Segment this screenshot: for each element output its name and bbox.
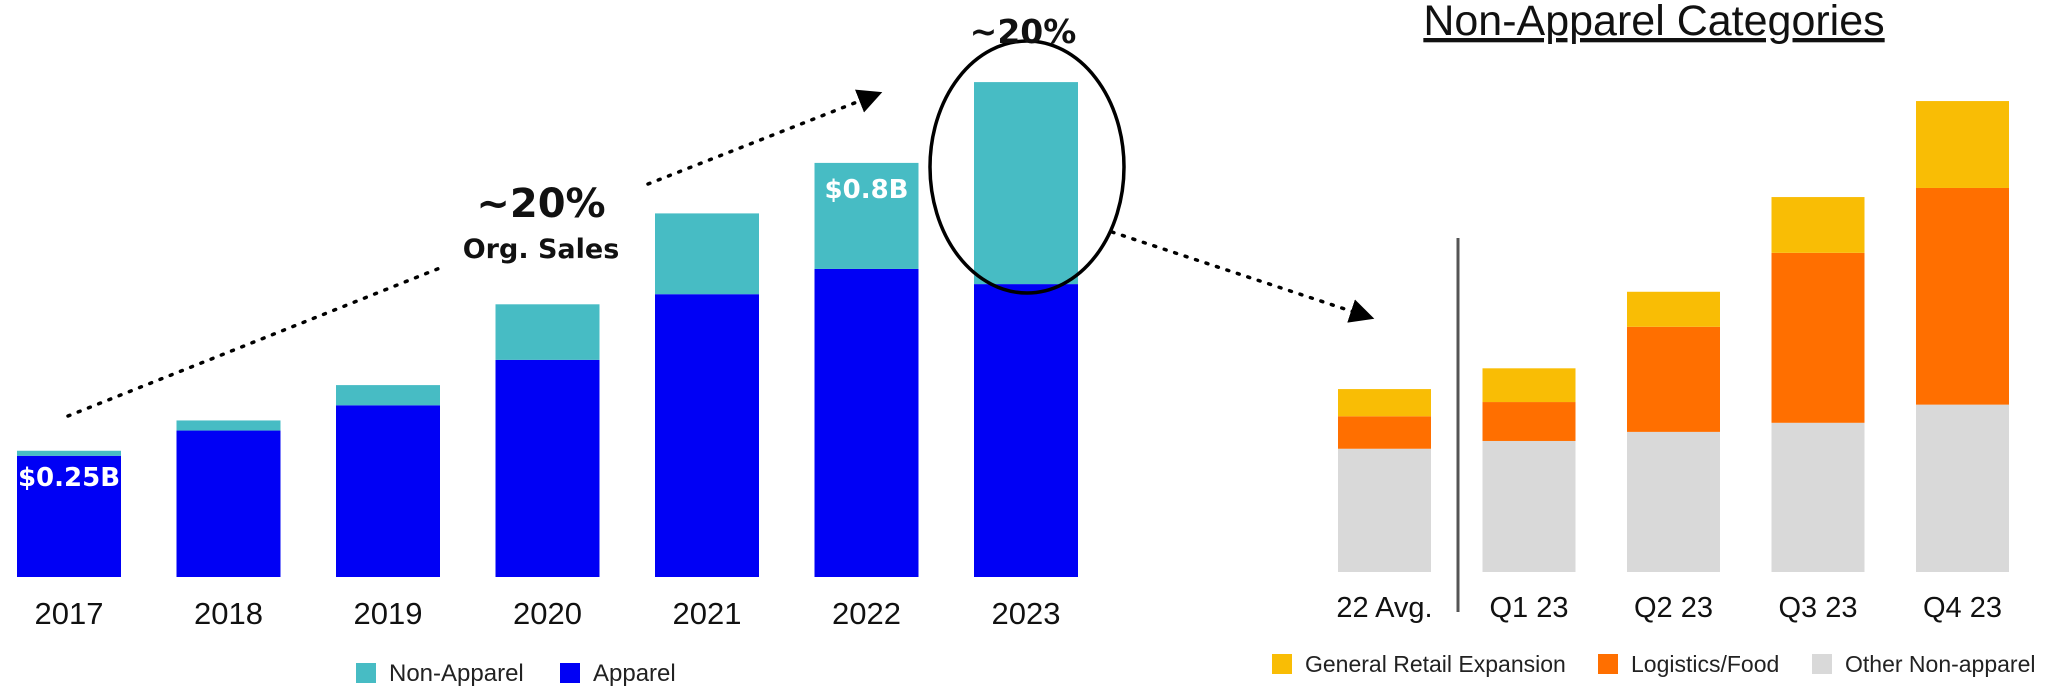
highlight-ellipse [928,39,1126,295]
legend-swatch-apparel [560,663,580,683]
x-tick-q3-23: Q3 23 [1779,592,1858,624]
x-tick-q4-23: Q4 23 [1923,592,2002,624]
x-tick-2023: 2023 [992,596,1061,631]
x-tick-2018: 2018 [194,596,263,631]
data-label-2022: $0.8B [825,175,909,205]
legend-label-general-retail-expansion: General Retail Expansion [1305,651,1566,677]
bar-non-apparel-2021 [655,213,759,295]
bar-general-retail-expansion-q2-23 [1627,291,1720,327]
bar-general-retail-expansion-q3-23 [1771,197,1865,253]
right-bars [1338,101,2009,572]
sales-by-year-chart: 2017 2018 2019 2020 2021 2022 2023 $0.25B $0.8B [17,82,1078,631]
bar-other-non-apparel-q1-23 [1482,440,1576,572]
legend-label-logistics-food: Logistics/Food [1631,651,1779,677]
bar-apparel-2022 [814,268,919,577]
non-apparel-categories-chart: Non-Apparel Categories 22 Avg. Q1 23 Q2 23… [1336,0,2009,624]
right-chart-title: Non-Apparel Categories [1423,0,1884,45]
x-tick-2017: 2017 [35,596,104,631]
right-x-ticks: 22 Avg. Q1 23 Q2 23 Q3 23 Q4 23 [1336,592,2002,624]
bar-apparel-2019 [336,405,440,577]
growth-sub-label: Org. Sales [463,234,620,265]
x-tick-2021: 2021 [673,596,742,631]
bar-apparel-2020 [495,359,600,577]
bar-apparel-2021 [655,294,759,577]
bar-general-retail-expansion-q1-23 [1482,368,1576,403]
left-legend: Non-Apparel Apparel [356,660,676,687]
growth-arrow-lower [66,264,447,418]
connector-arrow [1110,230,1375,323]
top-percent-label: ~20% [970,12,1077,51]
bar-logistics-food-q1-23 [1482,402,1576,441]
x-tick-2022: 2022 [832,596,901,631]
bar-logistics-food-22-avg [1338,416,1431,449]
legend-label-non-apparel: Non-Apparel [389,660,524,687]
legend-swatch-other-non-apparel [1812,654,1832,674]
bar-other-non-apparel-22-avg [1338,448,1431,572]
left-bars [17,82,1078,577]
left-data-labels: $0.25B $0.8B [18,175,909,493]
bar-other-non-apparel-q4-23 [1916,404,2009,572]
bar-logistics-food-q2-23 [1627,326,1720,432]
bar-general-retail-expansion-q4-23 [1916,101,2009,188]
legend-swatch-general-retail-expansion [1272,654,1292,674]
x-tick-q1-23: Q1 23 [1490,592,1569,624]
bar-non-apparel-2018 [176,420,281,431]
bar-apparel-2018 [176,430,281,577]
x-tick-2020: 2020 [513,596,582,631]
bar-logistics-food-q4-23 [1916,187,2009,405]
legend-label-other-non-apparel: Other Non-apparel [1845,651,2036,677]
legend-swatch-non-apparel [356,663,376,683]
bar-general-retail-expansion-22-avg [1338,389,1431,417]
growth-arrow-upper [646,89,883,186]
bar-apparel-2023 [974,284,1078,577]
right-legend: General Retail Expansion Logistics/Food Ot… [1272,651,2036,677]
bar-logistics-food-q3-23 [1771,252,1865,423]
bar-non-apparel-2023 [974,82,1078,285]
bar-non-apparel-2022 [814,162,919,269]
x-tick-2019: 2019 [354,596,423,631]
bar-non-apparel-2020 [495,304,600,360]
bar-other-non-apparel-q2-23 [1627,431,1720,572]
legend-swatch-logistics-food [1598,654,1618,674]
bar-non-apparel-2019 [336,385,440,406]
bar-other-non-apparel-q3-23 [1771,422,1865,572]
bar-apparel-2017 [17,455,121,577]
growth-percent-label: ~20% [476,181,605,227]
left-x-ticks: 2017 2018 2019 2020 2021 2022 2023 [35,596,1061,631]
bar-non-apparel-2017 [17,450,121,456]
x-tick-22-avg: 22 Avg. [1336,592,1432,624]
x-tick-q2-23: Q2 23 [1634,592,1713,624]
legend-label-apparel: Apparel [593,660,676,687]
data-label-2017: $0.25B [18,463,120,493]
